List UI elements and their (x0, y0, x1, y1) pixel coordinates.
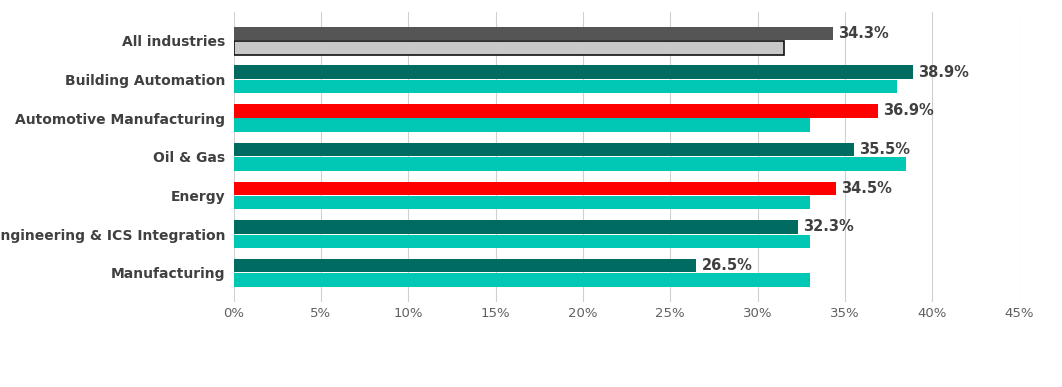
Text: 36.9%: 36.9% (884, 103, 935, 118)
Bar (234, 273, 810, 287)
Text: 32.3%: 32.3% (803, 219, 854, 235)
Bar (234, 65, 913, 79)
Bar (234, 157, 906, 171)
Text: 38.9%: 38.9% (919, 65, 970, 80)
Bar (234, 235, 810, 248)
Bar (234, 41, 784, 55)
Text: 34.5%: 34.5% (841, 181, 892, 196)
Bar (234, 182, 836, 195)
Bar (234, 80, 897, 93)
Bar (234, 220, 798, 234)
Bar (234, 118, 810, 132)
Bar (234, 27, 833, 40)
Bar (234, 259, 697, 272)
Text: 34.3%: 34.3% (838, 26, 889, 41)
Text: 35.5%: 35.5% (859, 142, 910, 157)
Bar (234, 196, 810, 209)
Text: 26.5%: 26.5% (702, 258, 753, 273)
Bar (234, 104, 878, 118)
Bar (234, 143, 854, 156)
